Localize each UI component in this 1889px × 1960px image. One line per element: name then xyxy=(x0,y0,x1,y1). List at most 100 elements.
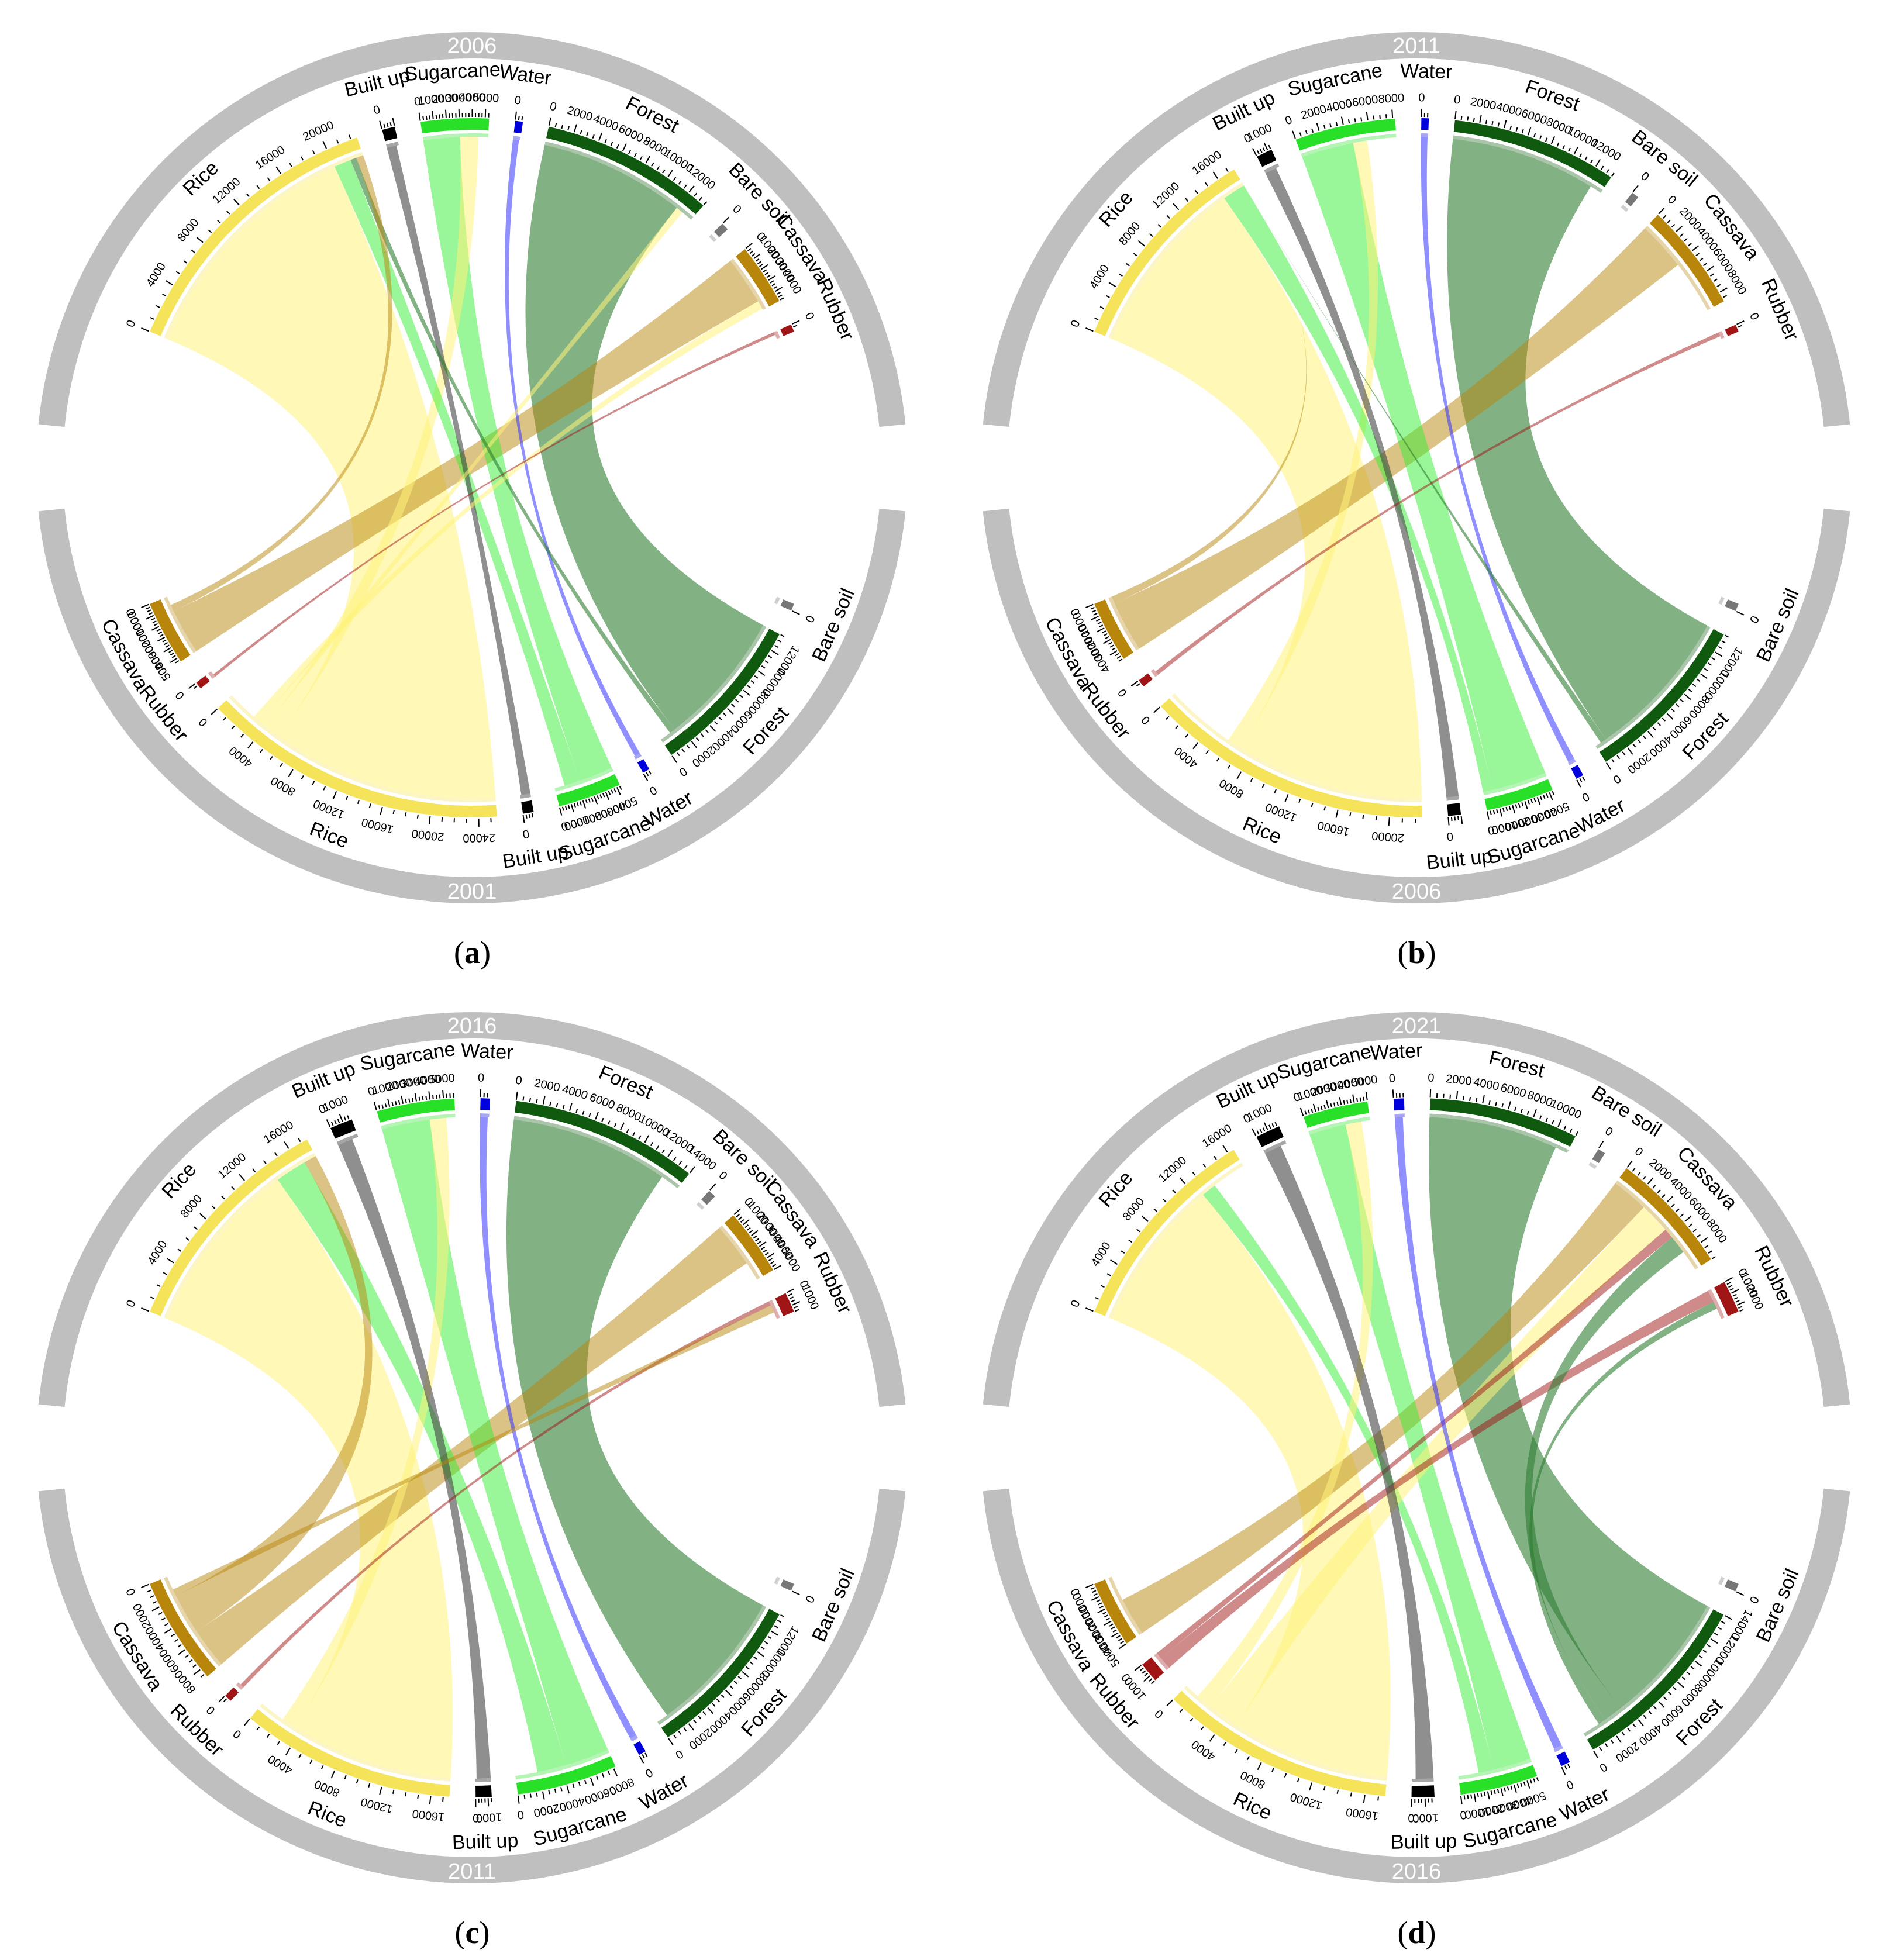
segment-bottom-rubber xyxy=(196,675,210,689)
tick xyxy=(1104,1620,1112,1626)
tick xyxy=(768,275,776,281)
tick xyxy=(1271,1123,1274,1128)
tick xyxy=(673,1734,677,1739)
flow-ribbon-rice-to-rice xyxy=(167,167,496,799)
axis-ticks-bottom-bare-soil: 0 xyxy=(1736,610,1761,625)
tick xyxy=(778,294,783,298)
tick-label: 6000 xyxy=(616,122,646,145)
tick xyxy=(1690,1666,1695,1670)
tick-label: 10000 xyxy=(1549,1097,1584,1122)
tick xyxy=(1505,806,1508,812)
tick xyxy=(573,124,577,133)
tick xyxy=(175,660,180,664)
tick-label: 0 xyxy=(1611,772,1623,786)
tick xyxy=(772,1264,777,1267)
tick xyxy=(285,1747,291,1755)
tick xyxy=(761,264,768,270)
tick xyxy=(693,1719,697,1724)
tick xyxy=(1339,1097,1342,1106)
tick xyxy=(1543,795,1546,799)
tick xyxy=(569,1102,573,1111)
tick xyxy=(1143,1675,1150,1682)
tick xyxy=(780,297,784,301)
tick xyxy=(683,184,687,189)
tick xyxy=(686,744,690,749)
segment-rim-top-cassava xyxy=(719,1225,760,1280)
axis-ticks-bottom-built-up: 0 xyxy=(1446,815,1463,843)
tick xyxy=(611,789,614,794)
tick xyxy=(1110,1259,1118,1265)
tick xyxy=(1736,320,1745,325)
tick xyxy=(439,114,440,119)
tick xyxy=(1598,1747,1602,1751)
tick xyxy=(1638,1719,1644,1727)
tick xyxy=(392,1789,395,1794)
tick-label: 0 xyxy=(1446,830,1454,843)
flow-ribbon-forest-to-forest xyxy=(1428,1117,1708,1709)
tick xyxy=(1702,263,1707,267)
tick-label: 6000 xyxy=(1352,93,1379,109)
flow-ribbons xyxy=(1111,137,1721,799)
tick xyxy=(418,1096,420,1101)
tick xyxy=(357,799,360,805)
tick xyxy=(1507,1786,1509,1791)
tick xyxy=(795,1309,799,1312)
flow-ribbon-cassava-to-cassava xyxy=(1114,228,1678,649)
tick xyxy=(1093,613,1098,616)
tick xyxy=(668,1738,674,1746)
tick xyxy=(582,1110,585,1115)
tick-label: 0 xyxy=(204,1703,218,1717)
segment-bottom-sugarcane xyxy=(1484,779,1553,810)
tick-label: 0 xyxy=(1638,170,1651,184)
tick xyxy=(1137,240,1145,247)
tick xyxy=(757,1651,765,1657)
tick xyxy=(1323,1786,1326,1791)
tick xyxy=(1166,215,1170,219)
tick xyxy=(1222,1145,1228,1153)
tick xyxy=(656,165,660,170)
tick xyxy=(764,660,769,664)
tick xyxy=(1729,1288,1734,1291)
tick-label: 6000 xyxy=(1520,107,1549,127)
tick xyxy=(163,647,171,653)
segment-top-forest xyxy=(1453,120,1611,187)
segment-rim-bottom-cassava xyxy=(164,596,197,653)
tick xyxy=(759,264,763,267)
tick xyxy=(1099,1605,1104,1609)
tick-label: 16000 xyxy=(412,1807,446,1823)
segment-top-built-up xyxy=(382,126,398,142)
segment-rim-bottom-rubber xyxy=(208,671,215,679)
tick xyxy=(159,634,164,637)
tick xyxy=(1627,1727,1631,1732)
tick xyxy=(1688,1223,1692,1227)
tick xyxy=(288,769,294,777)
tick xyxy=(164,641,168,646)
segment-rim-top-cassava xyxy=(730,258,766,310)
tick xyxy=(1105,636,1109,640)
tick xyxy=(270,756,273,760)
axis-ticks-top-rubber: 0 xyxy=(1736,311,1762,328)
tick xyxy=(1632,185,1639,192)
segment-bottom-water xyxy=(1571,765,1584,779)
tick xyxy=(761,1246,766,1250)
tick xyxy=(1118,1638,1122,1641)
tick xyxy=(560,1787,563,1792)
tick xyxy=(298,1754,302,1758)
tick-label: 0 xyxy=(413,95,422,108)
tick xyxy=(152,620,157,624)
tick xyxy=(432,111,434,119)
year-label-bottom: 2016 xyxy=(1392,1859,1442,1884)
tick xyxy=(1350,1792,1352,1797)
tick xyxy=(458,109,460,118)
tick xyxy=(1236,771,1242,779)
segment-top-sugarcane xyxy=(1295,119,1396,151)
segment-rim-top-built-up xyxy=(1263,1140,1287,1154)
tick xyxy=(1704,668,1708,671)
tick xyxy=(1340,116,1344,125)
tick xyxy=(1304,1110,1307,1115)
tick-label: 0 xyxy=(231,1727,244,1741)
tick xyxy=(1699,257,1704,261)
flow-ribbon-rice-to-rice xyxy=(1111,198,1422,799)
tick xyxy=(643,773,649,782)
panel-caption-letter: a xyxy=(464,935,480,970)
